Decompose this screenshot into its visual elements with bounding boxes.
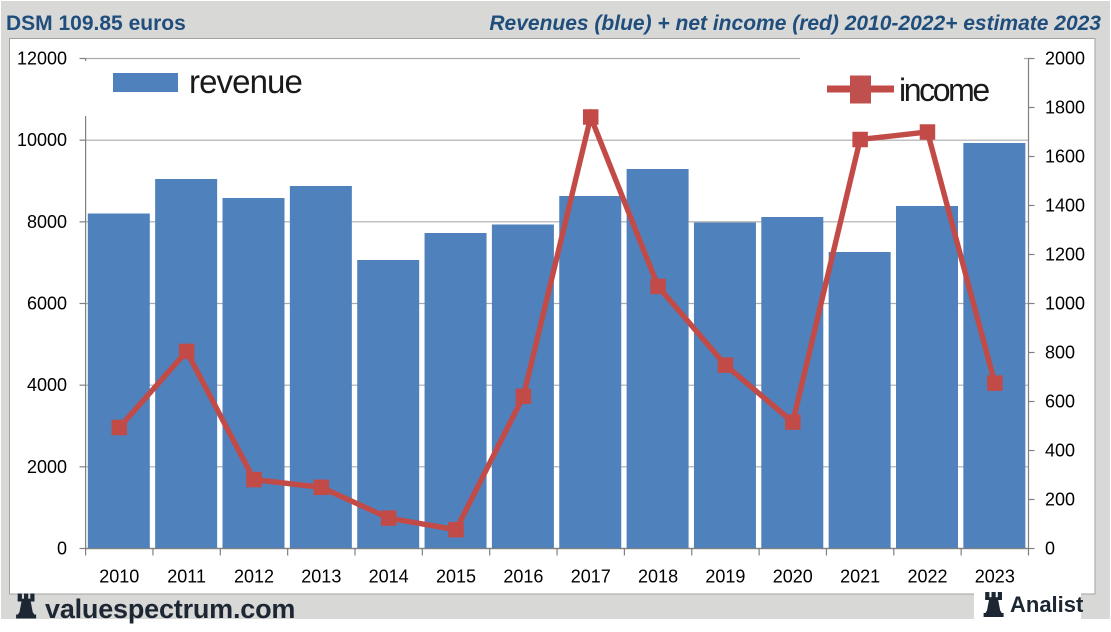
svg-text:2019: 2019 (705, 567, 745, 587)
svg-text:revenue: revenue (189, 63, 302, 100)
svg-text:2023: 2023 (975, 567, 1015, 587)
svg-text:DSM 109.85 euros: DSM 109.85 euros (6, 12, 186, 35)
svg-text:200: 200 (1045, 490, 1075, 510)
svg-text:2000: 2000 (1045, 49, 1085, 69)
svg-text:valuespectrum.com: valuespectrum.com (45, 594, 295, 624)
svg-text:Revenues (blue) + net income (: Revenues (blue) + net income (red) 2010-… (489, 12, 1101, 35)
svg-text:Analist: Analist (1010, 592, 1084, 617)
svg-text:2011: 2011 (167, 567, 206, 587)
svg-text:2010: 2010 (99, 567, 139, 587)
svg-text:2017: 2017 (571, 567, 611, 587)
svg-text:10000: 10000 (17, 130, 67, 150)
svg-text:0: 0 (57, 539, 67, 559)
svg-text:2022: 2022 (907, 567, 947, 587)
svg-text:2020: 2020 (773, 567, 813, 587)
svg-text:income: income (899, 72, 989, 108)
svg-text:2015: 2015 (436, 567, 476, 587)
svg-text:4000: 4000 (27, 375, 67, 395)
svg-text:0: 0 (1045, 539, 1055, 559)
svg-text:400: 400 (1045, 441, 1075, 461)
svg-text:1800: 1800 (1045, 98, 1085, 118)
svg-text:600: 600 (1045, 392, 1075, 412)
svg-text:12000: 12000 (17, 49, 67, 69)
svg-text:800: 800 (1045, 343, 1075, 363)
svg-text:2018: 2018 (638, 567, 678, 587)
svg-text:8000: 8000 (27, 212, 67, 232)
svg-text:1000: 1000 (1045, 294, 1085, 314)
svg-text:2000: 2000 (27, 457, 67, 477)
svg-text:1200: 1200 (1045, 245, 1085, 265)
svg-text:1600: 1600 (1045, 147, 1085, 167)
svg-text:6000: 6000 (27, 294, 67, 314)
svg-text:2021: 2021 (840, 567, 880, 587)
svg-text:2016: 2016 (503, 567, 543, 587)
svg-text:2013: 2013 (301, 567, 341, 587)
svg-text:1400: 1400 (1045, 196, 1085, 216)
svg-text:2014: 2014 (369, 567, 409, 587)
svg-text:2012: 2012 (234, 567, 274, 587)
